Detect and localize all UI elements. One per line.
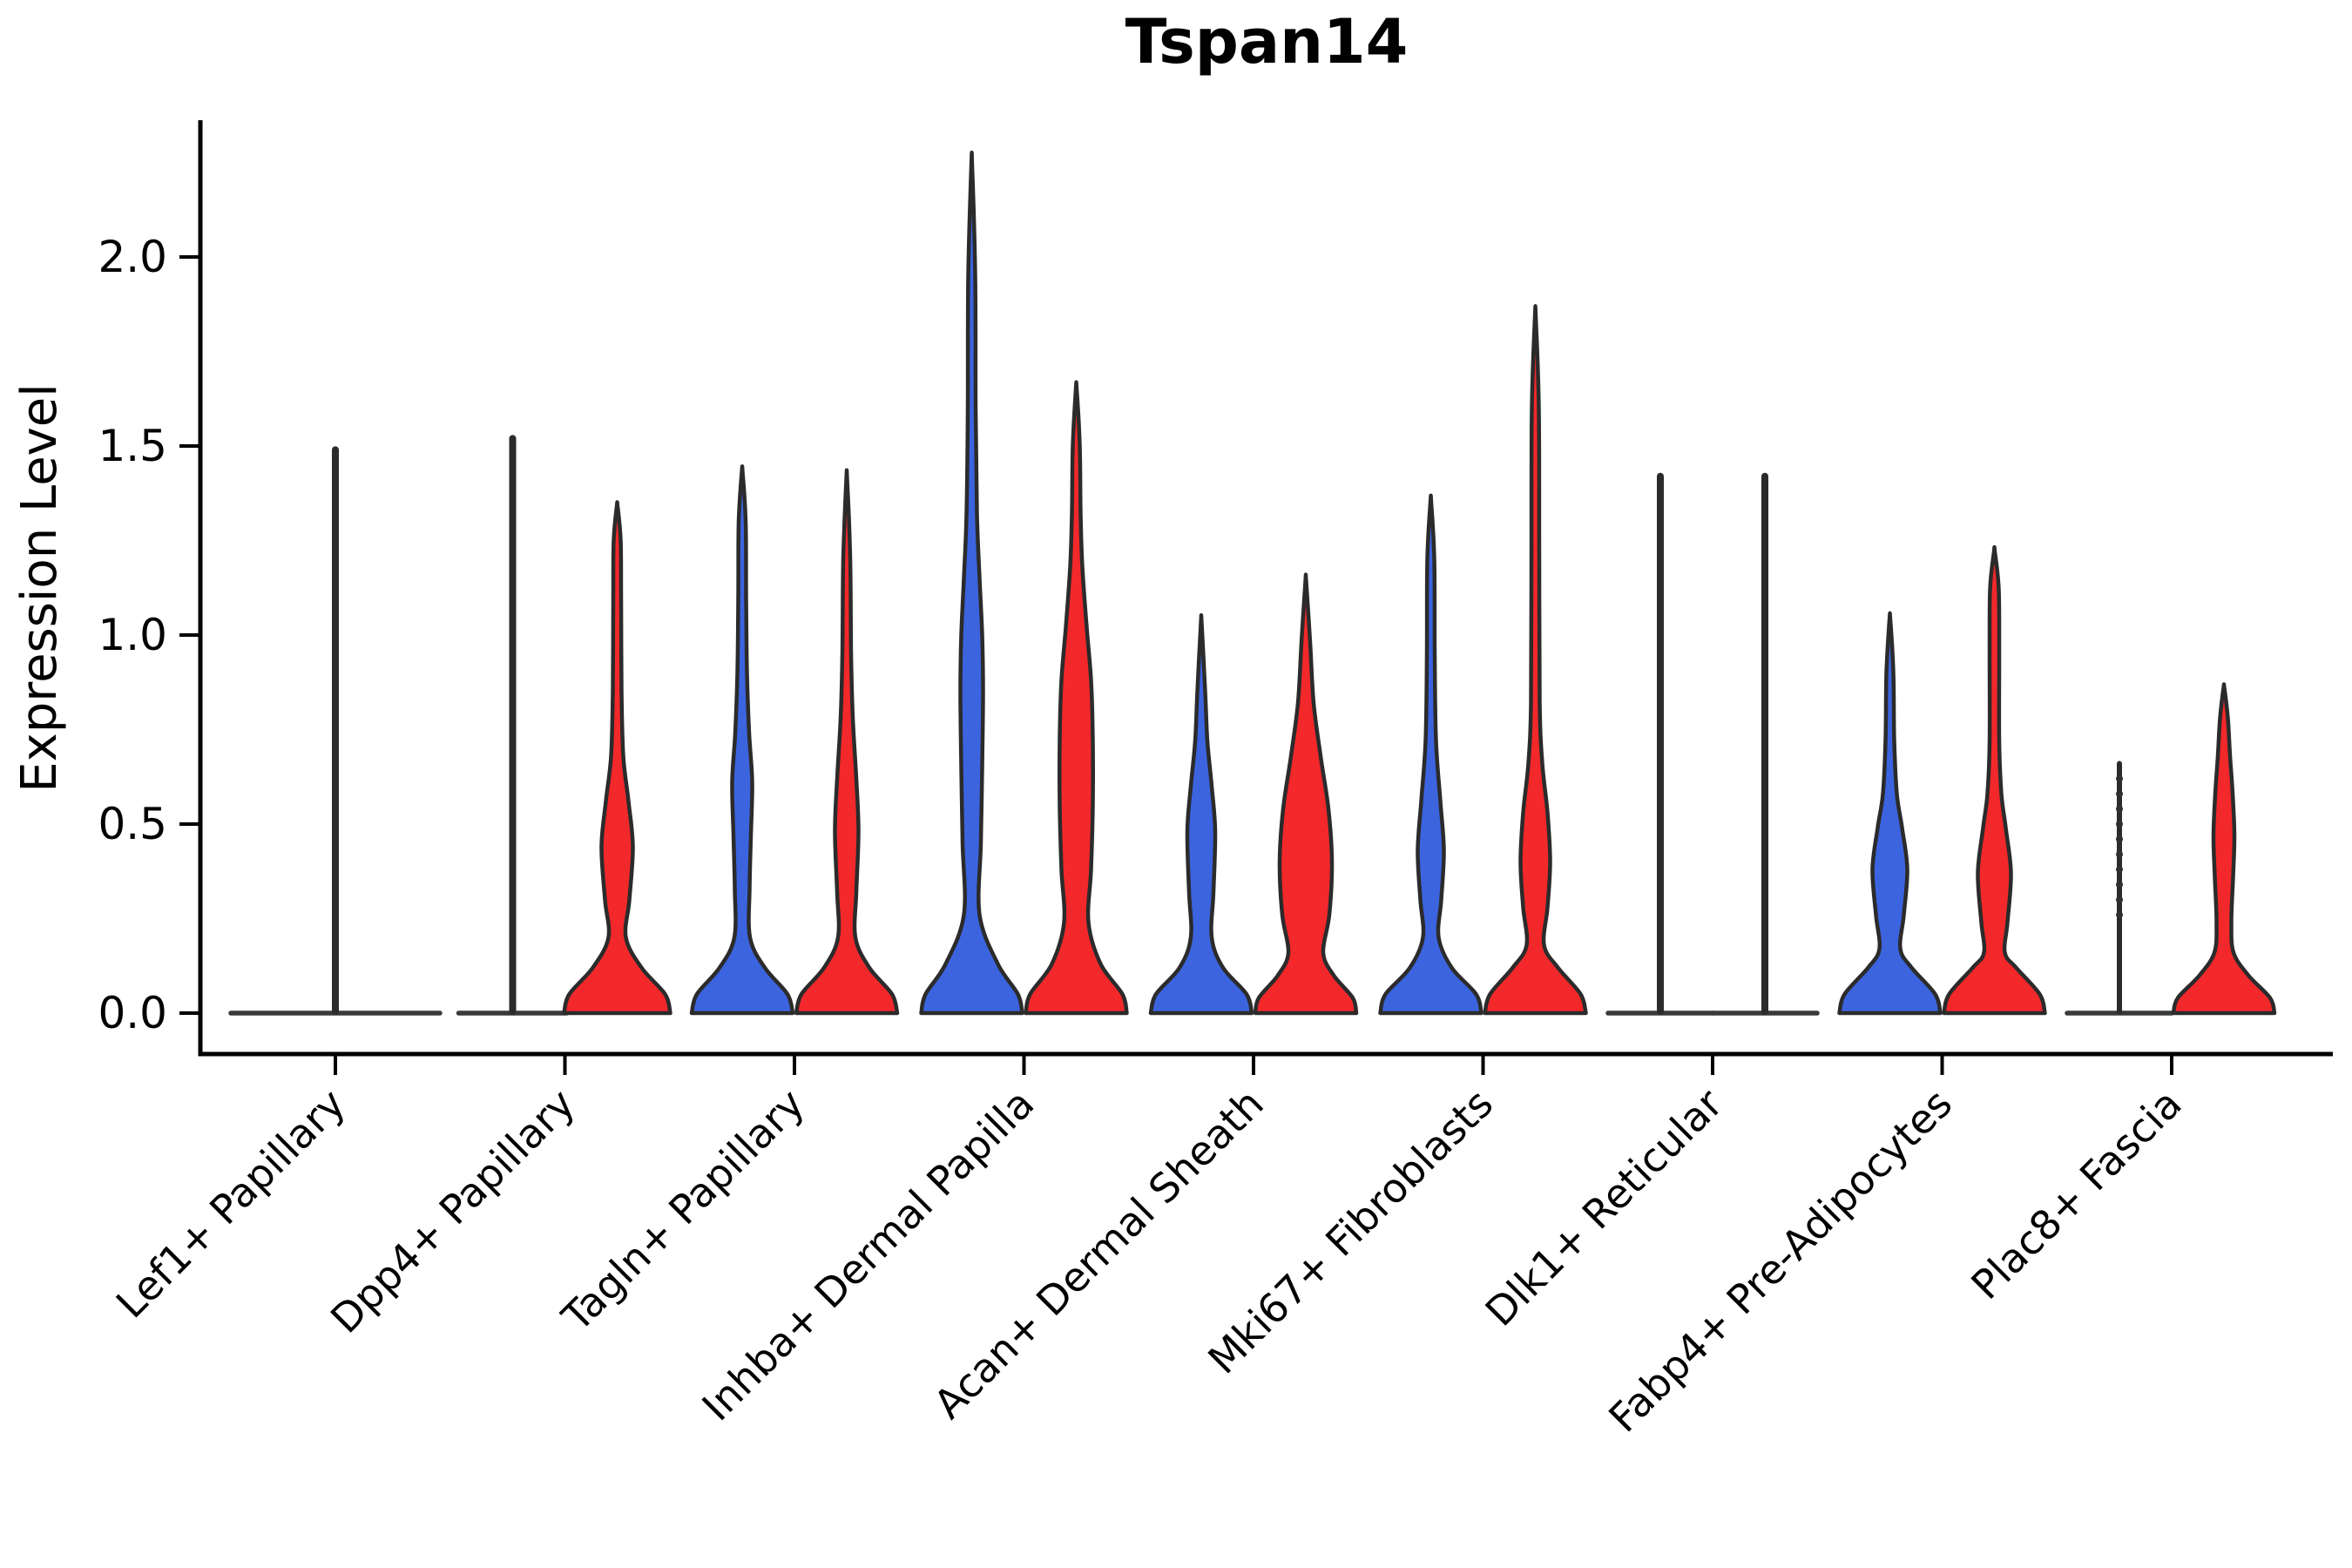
violin-red-inhba-dermal-papilla [1024, 380, 1129, 1016]
jitter-point [2116, 850, 2123, 858]
violins-layer [228, 150, 2277, 1016]
jitter-point [2116, 774, 2123, 782]
y-axis-label: Expression Level [11, 383, 68, 793]
x-tick-label: Dpp4+ Papillary [321, 1080, 584, 1342]
y-tick-label: 1.0 [98, 610, 167, 660]
x-tick-label: Plac8+ Fascia [1962, 1080, 2190, 1308]
violin-blue-fabp4-pre-adipocytes [1837, 611, 1943, 1016]
jitter-point [2116, 790, 2123, 798]
y-tick-label: 0.5 [98, 799, 167, 849]
violin-blue-tagln-papillary [689, 464, 795, 1016]
y-tick-label: 2.0 [98, 232, 167, 282]
chart-title: Tspan14 [1125, 6, 1409, 78]
y-tick-label: 0.0 [98, 988, 167, 1038]
x-tick-label: Tagln+ Papillary [552, 1080, 814, 1342]
violin-red-dpp4-papillary [562, 500, 672, 1016]
y-tick-label: 1.5 [98, 421, 167, 471]
jitter-point [2116, 896, 2123, 903]
x-tick-label: Dlk1+ Reticular [1477, 1080, 1732, 1335]
jitter-point [2116, 881, 2123, 889]
violin-red-fabp4-pre-adipocytes [1942, 544, 2047, 1016]
jitter-point [2116, 805, 2123, 813]
violin-blue-inhba-dermal-papilla [919, 150, 1024, 1016]
violin-red-mki67-fibroblasts [1483, 304, 1588, 1016]
violin-red-plac8-fascia [2171, 682, 2277, 1016]
violin-blue-acan-dermal-sheath [1148, 613, 1254, 1016]
x-tick-label: Lef1+ Papillary [107, 1080, 355, 1328]
violin-red-tagln-papillary [794, 468, 900, 1016]
violin-red-acan-dermal-sheath [1253, 572, 1359, 1016]
jitter-point [2116, 911, 2123, 919]
violin-blue-mki67-fibroblasts [1378, 493, 1484, 1016]
jitter-point [2116, 866, 2123, 874]
jitter-point [2116, 835, 2123, 843]
jitter-point [2116, 821, 2123, 828]
